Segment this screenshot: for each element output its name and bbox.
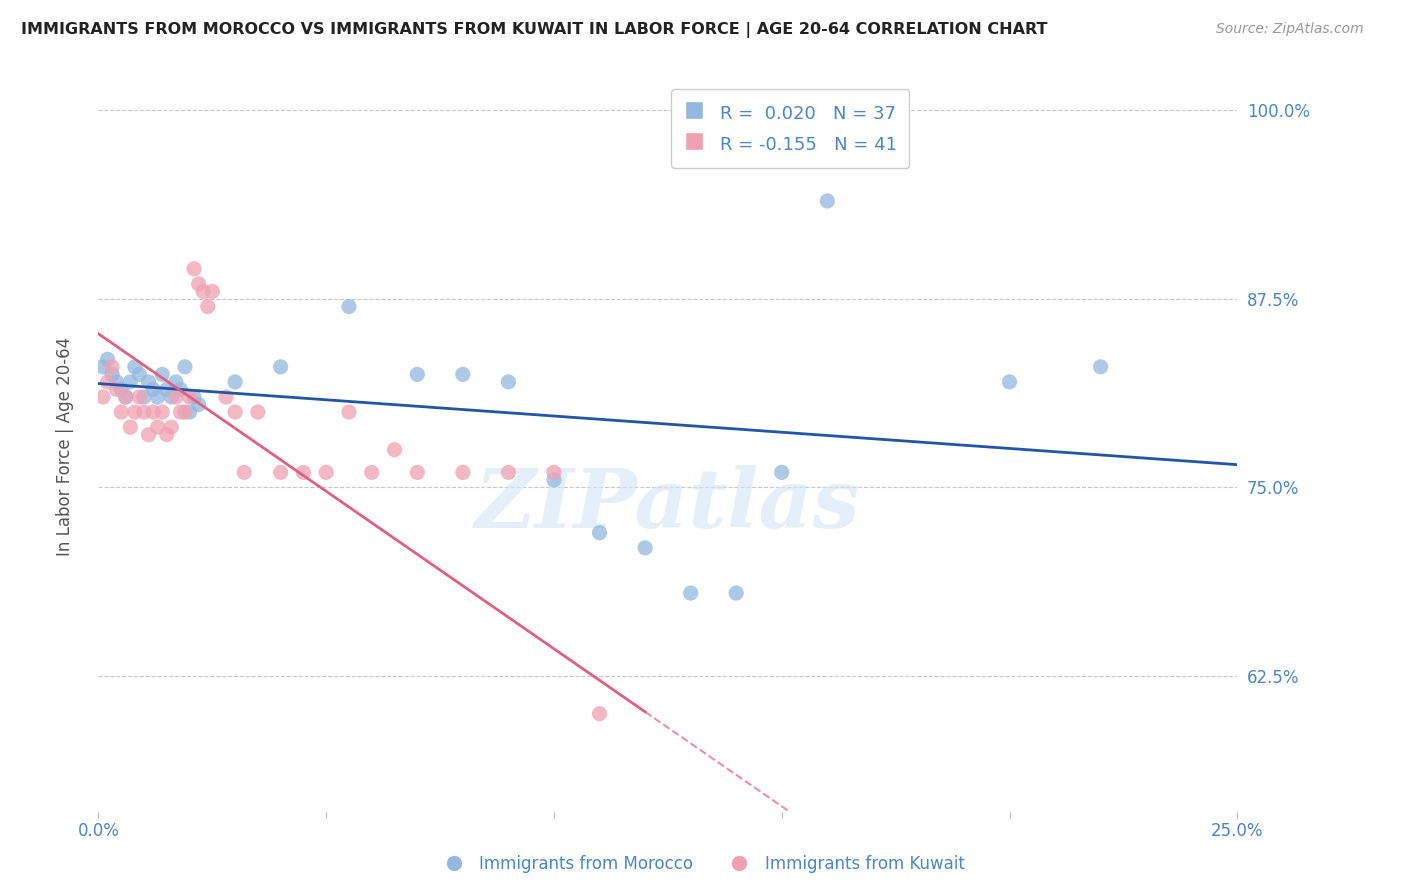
Point [384, 442, 406, 457]
Point [337, 300, 360, 314]
Y-axis label: In Labor Force | Age 20-64: In Labor Force | Age 20-64 [56, 336, 75, 556]
Point [132, 405, 155, 419]
Point [679, 586, 702, 600]
Point [998, 375, 1021, 389]
Point [128, 368, 150, 382]
Point [128, 390, 150, 404]
Point [156, 427, 179, 442]
Point [770, 466, 793, 480]
Point [246, 405, 269, 419]
Point [110, 405, 132, 419]
Point [193, 285, 215, 299]
Point [91, 390, 114, 404]
Point [114, 390, 136, 404]
Text: IMMIGRANTS FROM MOROCCO VS IMMIGRANTS FROM KUWAIT IN LABOR FORCE | AGE 20-64 COR: IMMIGRANTS FROM MOROCCO VS IMMIGRANTS FR… [21, 22, 1047, 38]
Point [165, 390, 187, 404]
Point [174, 405, 197, 419]
Point [160, 420, 183, 434]
Point [120, 375, 142, 389]
Point [150, 368, 173, 382]
Point [105, 375, 128, 389]
Point [815, 194, 838, 208]
Point [183, 261, 205, 276]
Point [498, 375, 520, 389]
Point [197, 300, 219, 314]
Point [634, 541, 657, 555]
Point [315, 466, 337, 480]
Point [146, 390, 169, 404]
Point [406, 368, 429, 382]
Point [156, 383, 179, 397]
Point [165, 375, 187, 389]
Point [160, 390, 183, 404]
Text: Source: ZipAtlas.com: Source: ZipAtlas.com [1216, 22, 1364, 37]
Point [406, 466, 429, 480]
Point [292, 466, 315, 480]
Point [270, 359, 292, 374]
Text: ZIPatlas: ZIPatlas [475, 465, 860, 544]
Legend: R =  0.020   N = 37, R = -0.155   N = 41: R = 0.020 N = 37, R = -0.155 N = 41 [671, 89, 910, 168]
Point [360, 466, 382, 480]
Point [124, 405, 146, 419]
Point [224, 375, 246, 389]
Point [146, 420, 169, 434]
Point [138, 427, 160, 442]
Point [183, 390, 205, 404]
Point [132, 390, 155, 404]
Point [543, 466, 565, 480]
Point [110, 383, 132, 397]
Point [270, 466, 292, 480]
Point [224, 405, 246, 419]
Point [187, 277, 209, 291]
Point [105, 383, 128, 397]
Point [588, 706, 610, 721]
Point [96, 375, 118, 389]
Point [169, 383, 191, 397]
Point [451, 368, 474, 382]
Point [1090, 359, 1112, 374]
Point [201, 285, 224, 299]
Point [337, 405, 360, 419]
Point [150, 405, 173, 419]
Point [101, 368, 124, 382]
Point [91, 359, 114, 374]
Point [120, 420, 142, 434]
Point [142, 383, 165, 397]
Point [101, 359, 124, 374]
Legend: Immigrants from Morocco, Immigrants from Kuwait: Immigrants from Morocco, Immigrants from… [434, 848, 972, 880]
Point [233, 466, 256, 480]
Point [179, 390, 201, 404]
Point [187, 398, 209, 412]
Point [124, 359, 146, 374]
Point [138, 375, 160, 389]
Point [174, 359, 197, 374]
Point [588, 525, 610, 540]
Point [498, 466, 520, 480]
Point [96, 352, 118, 367]
Point [179, 405, 201, 419]
Point [451, 466, 474, 480]
Point [543, 473, 565, 487]
Point [215, 390, 238, 404]
Point [114, 390, 136, 404]
Point [725, 586, 748, 600]
Point [169, 405, 191, 419]
Point [142, 405, 165, 419]
